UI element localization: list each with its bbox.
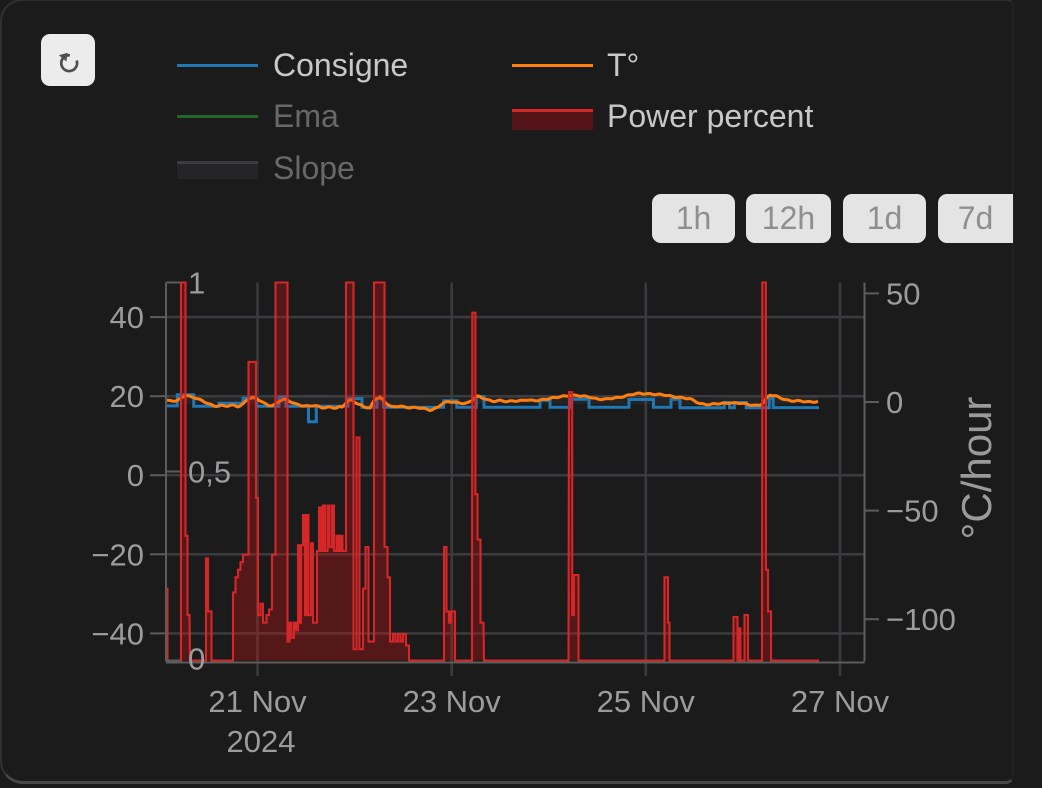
- svg-text:1: 1: [188, 266, 205, 301]
- svg-text:23 Nov: 23 Nov: [403, 684, 502, 719]
- svg-text:0,5: 0,5: [188, 455, 231, 490]
- svg-text:−40: −40: [91, 616, 144, 651]
- svg-text:50: 50: [886, 276, 920, 311]
- svg-text:40: 40: [110, 300, 144, 335]
- svg-text:−100: −100: [886, 602, 956, 637]
- svg-text:°C/hour: °C/hour: [953, 397, 1000, 540]
- svg-text:27 Nov: 27 Nov: [791, 684, 890, 719]
- svg-text:21 Nov: 21 Nov: [208, 684, 307, 719]
- svg-text:2024: 2024: [227, 724, 296, 759]
- svg-text:20: 20: [110, 379, 144, 414]
- svg-text:−50: −50: [886, 494, 939, 529]
- svg-text:0: 0: [188, 642, 205, 677]
- svg-text:0: 0: [127, 458, 144, 493]
- svg-text:25 Nov: 25 Nov: [597, 684, 696, 719]
- svg-text:−20: −20: [91, 537, 144, 572]
- svg-text:0: 0: [886, 385, 903, 420]
